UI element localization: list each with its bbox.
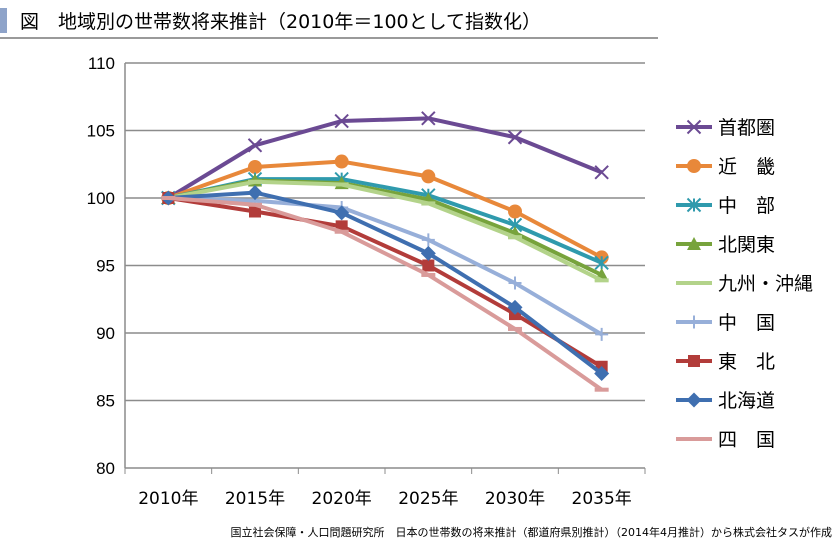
y-tick-label: 95 <box>96 257 115 276</box>
page-title: 図 地域別の世帯数将来推計（2010年＝100として指数化） <box>20 11 542 33</box>
data-point <box>334 154 349 169</box>
data-point <box>594 165 609 180</box>
y-tick-label: 100 <box>87 189 115 208</box>
legend-label: 近 畿 <box>718 156 775 178</box>
legend-label: 中 国 <box>718 312 775 334</box>
data-point <box>161 196 176 200</box>
x-tick-label: 2020年 <box>312 489 372 509</box>
title-accent-bar <box>0 8 7 33</box>
legend-marker <box>687 159 701 173</box>
data-point <box>248 202 262 207</box>
series-0 <box>161 111 609 206</box>
series-line <box>168 190 603 376</box>
x-tick-label: 2010年 <box>138 489 198 509</box>
legend-label: 首都圏 <box>718 117 775 139</box>
legend-label: 四 国 <box>718 429 775 451</box>
legend-label: 九州・沖縄 <box>718 273 813 295</box>
data-point <box>507 130 523 145</box>
legend-marker <box>687 281 701 285</box>
legend-item: 北関東 <box>676 234 775 256</box>
data-point <box>422 259 435 272</box>
data-point <box>334 229 349 234</box>
data-point <box>594 278 609 283</box>
y-tick-label: 85 <box>96 392 115 411</box>
series-line <box>168 196 603 337</box>
series-line <box>167 116 603 200</box>
legend-marker <box>686 119 702 135</box>
data-point <box>420 245 436 261</box>
data-point <box>421 111 436 126</box>
legend-marker <box>687 315 701 329</box>
data-point <box>508 204 522 219</box>
legend-item: 四 国 <box>676 429 775 451</box>
data-point <box>247 185 263 201</box>
legend-label: 北関東 <box>718 234 775 256</box>
data-point <box>249 205 261 218</box>
data-point <box>334 205 350 221</box>
x-tick-label: 2030年 <box>485 489 545 509</box>
data-point <box>508 276 522 290</box>
legend-label: 中 部 <box>718 195 775 217</box>
legend-item: 九州・沖縄 <box>676 273 813 295</box>
data-point <box>594 366 610 381</box>
data-point <box>334 113 349 129</box>
series-line <box>167 159 603 260</box>
legend-marker <box>686 392 702 408</box>
title-bar: 図 地域別の世帯数将来推計（2010年＝100として指数化） <box>0 0 660 40</box>
x-tick-label: 2025年 <box>398 489 458 509</box>
legend-marker <box>688 355 700 367</box>
legend-label: 東 北 <box>718 351 775 373</box>
data-point <box>334 182 349 187</box>
y-tick-label: 110 <box>88 54 115 73</box>
series-line <box>168 196 603 392</box>
x-tick-label: 2015年 <box>225 489 285 509</box>
source-note: 国立社会保障・人口問題研究所 日本の世帯数の将来推計（都道府県別推計）（2014… <box>230 526 833 539</box>
y-tick-label: 105 <box>87 122 115 141</box>
legend-item: 首都圏 <box>676 117 775 139</box>
series-line <box>167 179 603 283</box>
series-1 <box>161 154 609 265</box>
title-divider <box>0 37 658 39</box>
data-point <box>421 233 435 247</box>
series-8 <box>161 196 609 392</box>
legend-marker <box>687 237 701 250</box>
data-point <box>421 201 436 206</box>
legend-item: 中 国 <box>676 312 775 334</box>
data-point <box>594 387 609 392</box>
series-line <box>168 196 603 369</box>
series-7 <box>160 185 610 381</box>
y-tick-label: 90 <box>96 324 115 343</box>
data-point <box>508 235 522 240</box>
data-point <box>508 326 522 331</box>
data-point <box>595 327 609 341</box>
legend-marker <box>686 197 702 213</box>
data-point <box>421 272 436 277</box>
legend-item: 東 北 <box>676 351 775 373</box>
legend-item: 中 部 <box>676 195 775 217</box>
line-chart: 80 85 90 95 100 105 110 2010年 2015年 2020年 2025年 203… <box>87 54 813 509</box>
legend-label: 北海道 <box>718 390 775 412</box>
data-point <box>248 159 262 174</box>
legend-item: 北海道 <box>676 390 775 412</box>
data-point <box>594 255 609 271</box>
data-point <box>248 179 262 184</box>
data-point <box>421 169 436 184</box>
data-point <box>507 299 523 315</box>
legend-item: 近 畿 <box>676 156 775 178</box>
data-point <box>247 138 263 153</box>
x-tick-label: 2035年 <box>572 489 632 509</box>
legend-marker <box>687 437 701 441</box>
y-tick-label: 80 <box>96 459 115 478</box>
